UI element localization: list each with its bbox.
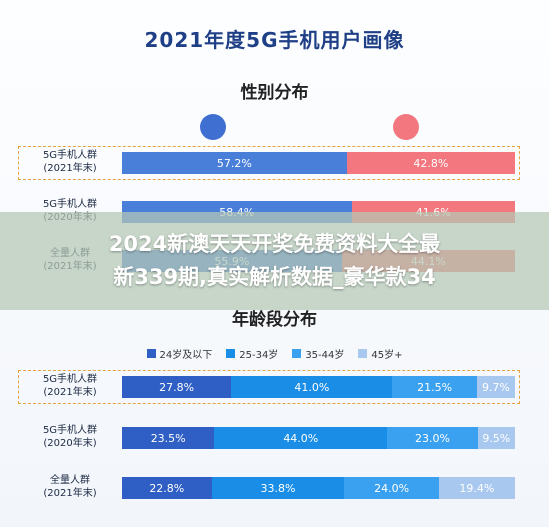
banner-line-1: 2024新澳天天开奖免费资料大全最 bbox=[108, 232, 441, 256]
age-bar-row: 22.8% 33.8% 24.0% 19.4% bbox=[122, 477, 515, 499]
age-bar-segment: 22.8% bbox=[122, 477, 212, 499]
watermark-banner bbox=[0, 212, 549, 310]
male-icon bbox=[200, 114, 226, 140]
banner-text: 2024新澳天天开奖免费资料大全最 新339期,真实解析数据_豪华款34 bbox=[0, 228, 549, 294]
legend-item: 25-34岁 bbox=[226, 346, 278, 361]
legend-swatch bbox=[146, 349, 156, 358]
gender-bar-row: 57.2% 42.8% bbox=[122, 152, 515, 174]
age-bar-segment: 9.7% bbox=[476, 376, 515, 398]
legend-swatch bbox=[358, 349, 368, 358]
age-bar-segment: 23.5% bbox=[122, 427, 215, 449]
gender-bar-segment: 42.8% bbox=[346, 152, 515, 174]
gender-section-title: 性别分布 bbox=[240, 83, 309, 103]
gender-highlight-frame bbox=[18, 146, 520, 180]
age-bar-segment: 33.8% bbox=[211, 477, 345, 499]
age-category-label: 5G手机人群 (2020年末) bbox=[42, 425, 98, 449]
legend-label: 45岁+ bbox=[371, 350, 403, 361]
age-bar-segment: 21.5% bbox=[392, 376, 477, 398]
age-bar-row: 27.8% 41.0% 21.5% 9.7% bbox=[122, 376, 515, 398]
age-legend: 24岁及以下 25-34岁 35-44岁 45岁+ bbox=[0, 346, 549, 361]
age-bar-segment: 23.0% bbox=[387, 427, 478, 449]
legend-item: 35-44岁 bbox=[292, 346, 344, 361]
banner-line-2: 新339期,真实解析数据_豪华款34 bbox=[113, 265, 436, 289]
age-bar-segment: 9.5% bbox=[477, 427, 515, 449]
gender-category-label: 5G手机人群 (2021年末) bbox=[42, 150, 98, 174]
female-icon bbox=[393, 114, 419, 140]
age-section-title: 年龄段分布 bbox=[232, 310, 317, 330]
age-bar-row: 23.5% 44.0% 23.0% 9.5% bbox=[122, 427, 515, 449]
legend-label: 24岁及以下 bbox=[159, 350, 213, 361]
age-bar-segment: 44.0% bbox=[214, 427, 388, 449]
age-category-label: 5G手机人群 (2021年末) bbox=[42, 374, 98, 398]
age-bar-segment: 19.4% bbox=[438, 477, 515, 499]
gender-bar-segment: 57.2% bbox=[122, 152, 347, 174]
age-highlight-frame bbox=[18, 370, 520, 404]
age-category-label: 全量人群 (2021年末) bbox=[43, 475, 97, 499]
legend-item: 45岁+ bbox=[358, 346, 402, 361]
age-bar-segment: 41.0% bbox=[231, 376, 393, 398]
age-bar-segment: 27.8% bbox=[122, 376, 232, 398]
age-bar-segment: 24.0% bbox=[344, 477, 439, 499]
legend-label: 25-34岁 bbox=[239, 350, 279, 361]
main-title: 2021年度5G手机用户画像 bbox=[144, 28, 405, 52]
legend-swatch bbox=[226, 349, 236, 358]
legend-label: 35-44岁 bbox=[305, 350, 345, 361]
legend-swatch bbox=[292, 349, 302, 358]
legend-item: 24岁及以下 bbox=[146, 346, 213, 361]
